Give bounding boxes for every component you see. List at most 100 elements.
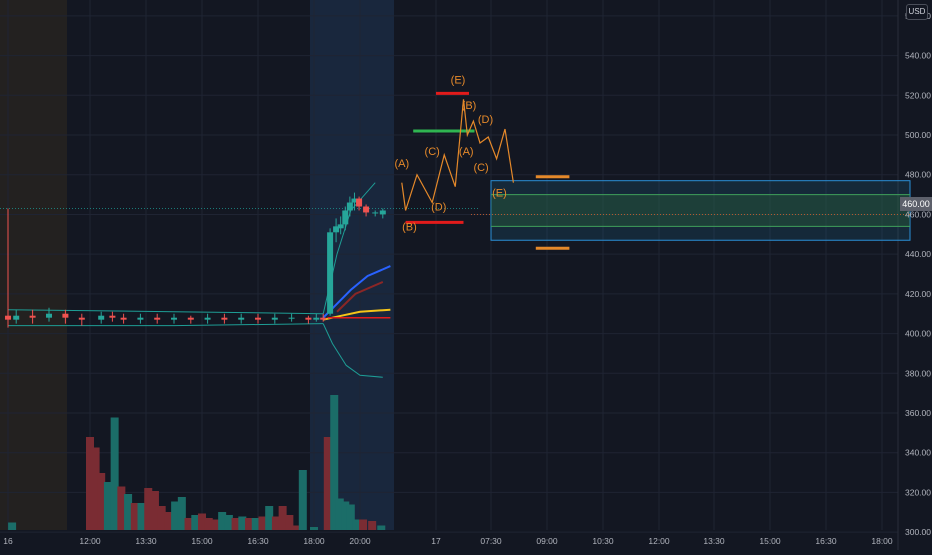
wave-label: (A)	[459, 146, 474, 158]
x-tick-label: 20:00	[349, 536, 371, 546]
post-market-shade	[310, 0, 394, 530]
volume-bar	[224, 515, 233, 530]
x-tick-label: 07:30	[480, 536, 502, 546]
candle-body	[120, 317, 127, 320]
volume-bar	[330, 395, 339, 530]
x-tick-label: 16	[3, 536, 13, 546]
x-tick-label: 16:30	[815, 536, 837, 546]
candle-body	[255, 317, 261, 320]
volume-bar	[298, 470, 307, 530]
y-tick-label: 520.00	[905, 90, 931, 100]
volume-bar	[97, 473, 106, 530]
wave-label: (B)	[402, 221, 417, 233]
volume-bar	[346, 504, 355, 530]
candle-body	[342, 210, 349, 225]
y-tick-label: 400.00	[905, 329, 931, 339]
candle-body	[98, 315, 105, 320]
volume-bar	[310, 527, 318, 530]
y-tick-label: 420.00	[905, 289, 931, 299]
candle-body	[320, 317, 327, 320]
volume-bar	[204, 518, 213, 530]
volume-bar	[323, 437, 332, 530]
volume-bar	[278, 506, 287, 530]
volume-bar	[218, 512, 227, 530]
volume-bar	[198, 513, 206, 530]
candle-body	[363, 206, 370, 213]
candle-body	[372, 212, 379, 214]
volume-bar	[8, 522, 17, 530]
y-tick-label: 440.00	[905, 249, 931, 259]
last-price-badge: 460.00	[900, 197, 932, 211]
candle-body	[221, 317, 228, 320]
early-band-bot-line	[8, 323, 324, 327]
y-tick-label: 500.00	[905, 130, 931, 140]
volume-bar	[86, 437, 94, 530]
candle-body	[346, 202, 353, 211]
y-tick-label: 480.00	[905, 170, 931, 180]
candle-body	[109, 315, 116, 318]
candle-body	[29, 315, 36, 318]
volume-bar	[251, 518, 260, 530]
candle-body	[78, 317, 85, 320]
x-tick-label: 15:00	[759, 536, 781, 546]
candle-body	[333, 226, 340, 233]
volume-bar	[292, 525, 301, 530]
x-tick-label: 12:00	[648, 536, 670, 546]
wave-label: (A)	[394, 158, 409, 170]
wave-label: (C)	[425, 146, 440, 158]
y-tick-label: 540.00	[905, 51, 931, 61]
candle-body	[5, 315, 11, 320]
volume-bar	[150, 491, 159, 530]
wave-label: (B)	[462, 100, 477, 112]
volume-bar	[91, 447, 100, 530]
wave-label: (E)	[451, 74, 466, 86]
ma-darkred-line	[336, 281, 384, 313]
volume-bar	[377, 525, 386, 530]
candle-body	[62, 313, 69, 318]
x-tick-label: 13:30	[135, 536, 157, 546]
volume-bar	[341, 501, 350, 530]
candle-body	[154, 317, 161, 320]
candle-body	[13, 315, 20, 320]
candle-body	[187, 317, 194, 320]
volume-bar	[110, 417, 119, 530]
x-tick-label: 17	[431, 536, 441, 546]
candle-body	[46, 313, 52, 318]
volume-bar	[137, 503, 146, 530]
currency-badge[interactable]: USD	[906, 4, 928, 20]
x-tick-label: 10:30	[592, 536, 614, 546]
pre-market-shade	[0, 0, 67, 530]
x-tick-label: 15:00	[191, 536, 213, 546]
x-tick-label: 16:30	[247, 536, 269, 546]
candle-body	[288, 317, 295, 319]
candle-body	[313, 317, 320, 320]
x-tick-label: 09:00	[536, 536, 558, 546]
y-tick-label: 300.00	[905, 527, 931, 537]
elliott-wave-path	[401, 99, 514, 211]
volume-bar	[238, 516, 247, 530]
x-tick-label: 18:00	[871, 536, 893, 546]
volume-bar	[144, 488, 153, 530]
volume-bar	[171, 501, 180, 530]
x-tick-label: 18:00	[303, 536, 325, 546]
wave-label: (C)	[473, 162, 488, 174]
volume-bar	[271, 516, 280, 530]
volume-bar	[359, 519, 368, 530]
volume-bar	[258, 516, 267, 530]
y-tick-label: 380.00	[905, 368, 931, 378]
volume-bar	[285, 515, 294, 530]
volume-bar	[184, 518, 193, 530]
bb-lower-line	[322, 323, 383, 378]
volume-bar	[177, 497, 186, 530]
volume-bar	[211, 519, 220, 530]
candle-body	[204, 317, 211, 320]
x-tick-label: 13:30	[703, 536, 725, 546]
volume-bar	[103, 482, 112, 530]
volume-bar	[130, 503, 139, 530]
y-tick-label: 340.00	[905, 448, 931, 458]
candle-body	[137, 317, 144, 320]
volume-bar	[265, 506, 274, 530]
volume-bar	[157, 506, 166, 530]
